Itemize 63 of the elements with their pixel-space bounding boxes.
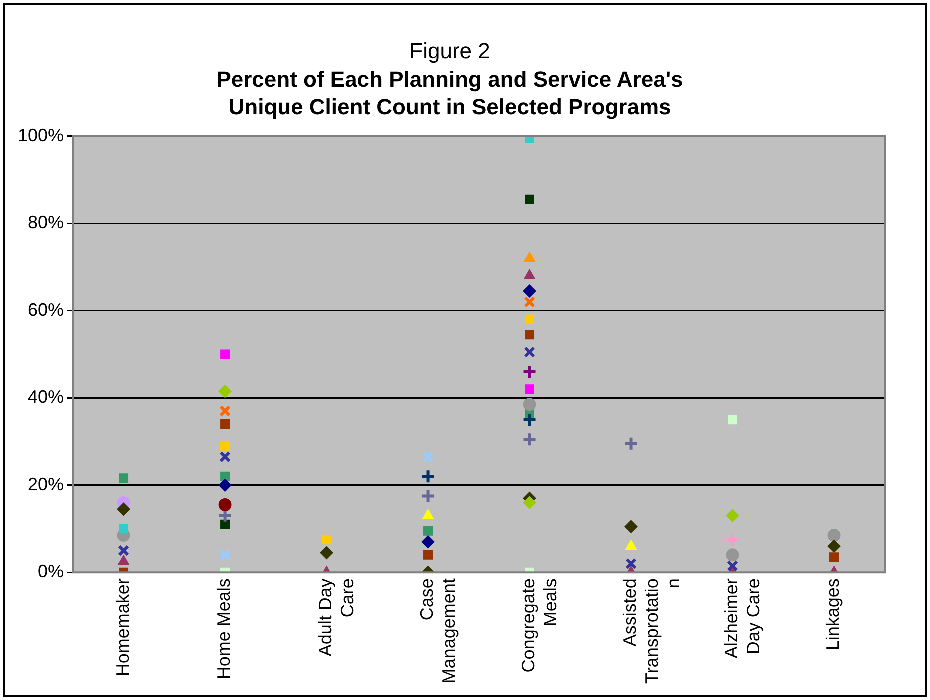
point — [220, 451, 232, 463]
point — [422, 536, 435, 549]
point — [117, 502, 130, 516]
point — [624, 436, 639, 452]
x-tick-label: Home Meals — [214, 578, 234, 680]
chart-subtitle: Percent of Each Planning and Service Area's Unique Client Count in Selected Programs — [216, 67, 684, 120]
point — [220, 520, 230, 530]
x-tick-label: Congregate Meals — [518, 578, 560, 673]
point — [524, 252, 536, 262]
point — [727, 560, 738, 572]
point — [525, 194, 535, 204]
point — [524, 346, 536, 358]
point — [118, 555, 130, 566]
point — [525, 314, 535, 324]
point — [119, 474, 129, 484]
point — [220, 405, 232, 417]
y-tick-label: 80% — [28, 212, 64, 233]
point — [522, 432, 538, 448]
point — [424, 526, 434, 536]
x-tick-label: Homemaker — [112, 578, 133, 677]
point — [624, 520, 638, 534]
point — [830, 552, 839, 562]
point — [828, 529, 841, 542]
x-tick-label: Case Management — [417, 578, 459, 684]
y-tick-label: 0% — [38, 562, 64, 582]
y-tick-label: 20% — [28, 474, 64, 494]
point — [220, 420, 230, 430]
x-tick-label: Adult Day Care — [316, 578, 358, 657]
point — [523, 284, 536, 298]
point — [525, 384, 535, 394]
point — [523, 398, 536, 412]
point — [728, 415, 738, 425]
point — [524, 296, 536, 308]
chart-title: Figure 2 — [410, 38, 490, 64]
point — [420, 469, 436, 484]
point — [626, 558, 638, 570]
point — [420, 488, 436, 504]
point — [725, 532, 740, 548]
point — [525, 330, 535, 340]
point — [220, 441, 230, 451]
point — [218, 385, 232, 398]
point — [424, 550, 434, 560]
point — [523, 496, 536, 510]
point — [218, 478, 232, 492]
y-tick-label: 40% — [28, 387, 64, 408]
point — [522, 412, 538, 428]
x-tick-label: Linkages — [823, 578, 844, 651]
point — [218, 498, 232, 512]
y-tick-label: 100% — [18, 125, 64, 146]
point — [119, 524, 129, 534]
point — [422, 451, 434, 463]
point — [828, 540, 841, 553]
point — [726, 548, 740, 562]
point — [220, 350, 230, 360]
y-tick-label: 60% — [28, 300, 64, 320]
point — [320, 546, 334, 560]
point — [118, 545, 130, 557]
point — [220, 472, 230, 482]
point — [522, 364, 538, 380]
point — [726, 509, 740, 522]
point — [220, 549, 232, 561]
x-tick-label: Assisted Transprotation — [620, 578, 684, 684]
point — [322, 535, 332, 545]
